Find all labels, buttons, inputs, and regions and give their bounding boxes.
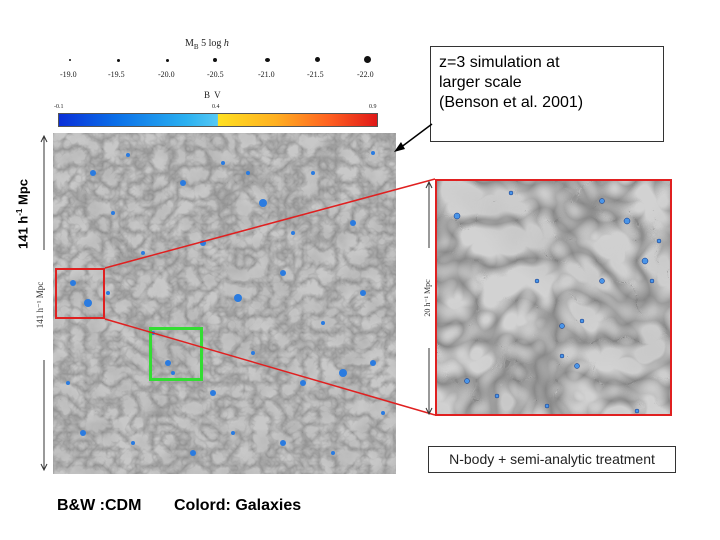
- color-bar-tick-max: 0.9: [369, 104, 377, 110]
- callout-line-1: z=3 simulation at: [439, 54, 560, 71]
- simulation-image-main: [53, 133, 396, 474]
- magnitude-tick-7: -22.0: [357, 70, 374, 79]
- color-bar-tick-min: -0.1: [54, 104, 64, 110]
- simulation-image-zoom: [435, 179, 672, 416]
- magnitude-dot-4: [213, 58, 217, 62]
- label-bw-cdm: B&W :CDM: [57, 497, 142, 514]
- magnitude-legend-title: MB 5 log h: [185, 38, 229, 51]
- label-colored-galaxies: Colord: Galaxies: [174, 497, 302, 514]
- magnitude-tick-6: -21.5: [307, 70, 324, 79]
- magnitude-dot-6: [315, 57, 320, 62]
- color-bar-title: B V: [204, 90, 222, 100]
- magnitude-dot-2: [117, 59, 120, 62]
- red-highlight-box: [55, 268, 105, 319]
- magnitude-tick-1: -19.0: [60, 70, 77, 79]
- magnitude-dot-5: [265, 58, 270, 62]
- magnitude-tick-2: -19.5: [108, 70, 125, 79]
- magnitude-dot-3: [166, 59, 169, 62]
- magnitude-tick-4: -20.5: [207, 70, 224, 79]
- magnitude-dot-7: [364, 56, 371, 63]
- color-bar-tick-mid: 0.4: [212, 104, 220, 110]
- callout-line-3: (Benson et al. 2001): [439, 94, 584, 111]
- magnitude-dot-1: [69, 59, 71, 61]
- magnitude-tick-5: -21.0: [258, 70, 275, 79]
- callout-box: z=3 simulation at larger scale (Benson e…: [430, 46, 664, 142]
- green-highlight-box: [149, 327, 203, 381]
- magnitude-tick-3: -20.0: [158, 70, 175, 79]
- color-bar: [58, 113, 378, 127]
- callout-line-2: larger scale: [439, 74, 522, 91]
- nbody-caption: N-body + semi-analytic treatment: [428, 446, 676, 473]
